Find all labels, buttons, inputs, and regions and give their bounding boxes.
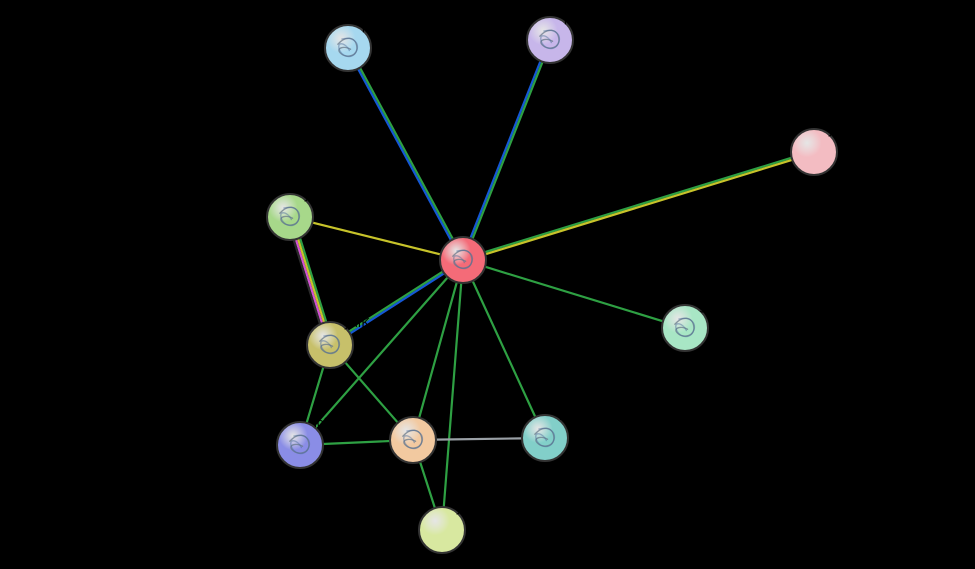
node-label-ppnKA: ppnKA: [362, 18, 401, 33]
edge-yhfP-yhfK-coexpression[interactable]: [294, 240, 320, 324]
node-label-yhfK: yhfK: [344, 315, 370, 330]
edge-yhfI-glpW-neighborhood[interactable]: [485, 267, 663, 322]
node-label-rsbRB: rsbRB: [559, 408, 595, 423]
edge-yhfI-ppnKA-neighborhood[interactable]: [360, 68, 453, 240]
node-label-yhfP: yhfP: [304, 187, 330, 202]
edge-yhfP-yhfK-textmining[interactable]: [298, 239, 324, 323]
node-label-yhfI: yhfI: [451, 220, 472, 235]
edge-yhfI-yhfP-textmining[interactable]: [312, 223, 440, 255]
edge-yhfI-pgcA-neighborhood[interactable]: [472, 62, 542, 239]
nodes-layer: [267, 17, 837, 553]
edge-yhfI-yrvD-textmining[interactable]: [485, 160, 792, 254]
node-label-lcfB: lcfB: [314, 415, 336, 430]
network-graph: yhfI ppnKA pgcA yrvD glpW yhfP yhfK lcfB lplJ rsb…: [0, 0, 975, 569]
edge-lplJ-rsbRB-homology[interactable]: [436, 438, 522, 439]
edge-yhfP-yhfK-neighborhood[interactable]: [300, 238, 326, 322]
node-label-yrvD: yrvD: [828, 122, 855, 137]
node-yhfI[interactable]: [440, 237, 486, 283]
edge-yhfI-yrvD-neighborhood[interactable]: [485, 158, 792, 252]
labels-layer: yhfI ppnKA pgcA yrvD glpW yhfP yhfK lcfB lplJ rsb…: [304, 10, 855, 515]
edge-lplJ-yhfH-neighborhood[interactable]: [420, 462, 435, 508]
edge-yhfI-ppnKA-cooccurrence[interactable]: [358, 69, 451, 241]
edge-yhfK-lplJ-neighborhood[interactable]: [345, 362, 398, 422]
edge-yhfI-rsbRB-neighborhood[interactable]: [473, 281, 536, 417]
edge-lcfB-lplJ-neighborhood[interactable]: [323, 441, 390, 444]
node-label-glpW: glpW: [699, 298, 729, 313]
node-label-pgcA: pgcA: [564, 10, 594, 25]
edge-yhfI-pgcA-cooccurrence[interactable]: [470, 61, 540, 238]
edge-yhfP-yhfK-experiments[interactable]: [296, 239, 322, 323]
node-label-lplJ: lplJ: [427, 410, 447, 425]
node-label-yhfH: yhfH: [456, 500, 483, 515]
